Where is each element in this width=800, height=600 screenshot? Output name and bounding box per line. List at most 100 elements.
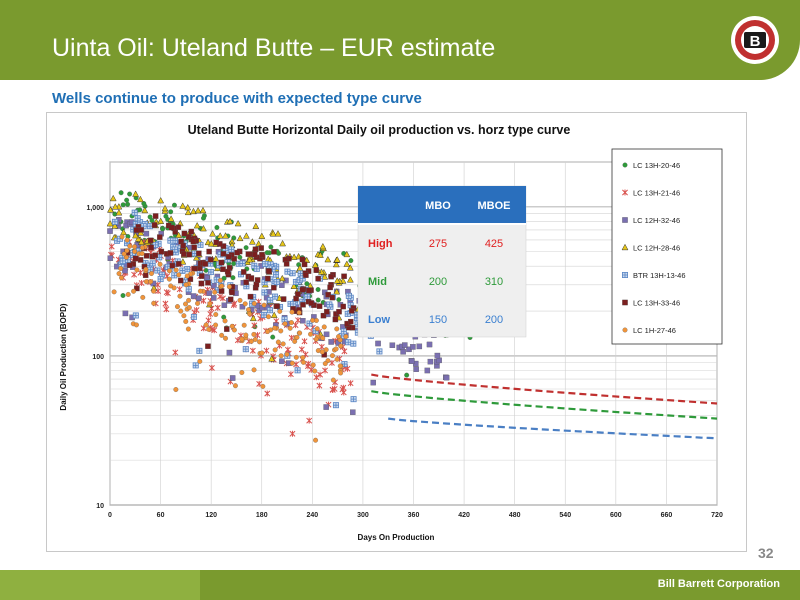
data-point: [190, 293, 197, 299]
data-point: [214, 225, 220, 230]
data-point: [340, 328, 347, 335]
data-point: [125, 201, 131, 207]
x-axis-label: Days On Production: [358, 533, 435, 542]
data-point: [300, 359, 306, 365]
data-point: [111, 222, 119, 229]
data-point: [191, 244, 197, 251]
data-point: [195, 295, 202, 301]
data-point: [243, 279, 249, 286]
data-point: [294, 334, 300, 340]
data-point: [333, 288, 341, 295]
data-point: [121, 251, 127, 257]
data-point: [132, 244, 137, 250]
data-point: [119, 275, 124, 281]
data-point: [301, 338, 308, 345]
table-cell-mbo: 150: [429, 314, 447, 326]
data-point: [315, 297, 321, 303]
data-point: [350, 396, 357, 403]
data-point: [171, 246, 178, 253]
data-point: [143, 253, 150, 259]
footer-accent: [0, 570, 200, 600]
data-point: [243, 245, 249, 251]
data-point: [133, 227, 140, 233]
data-point: [294, 367, 301, 374]
series-LC-1H-27-46: [111, 234, 349, 443]
data-point: [180, 242, 186, 249]
data-point: [434, 352, 441, 359]
data-point: [151, 222, 158, 228]
data-point: [320, 312, 327, 319]
data-point: [328, 339, 334, 345]
data-point: [119, 257, 126, 264]
data-point: [622, 217, 628, 223]
data-point: [217, 277, 223, 283]
data-point: [622, 327, 628, 333]
data-point: [350, 340, 357, 347]
data-point: [181, 251, 187, 257]
data-point: [164, 290, 171, 297]
x-tick-label: 60: [157, 512, 165, 519]
eur-table: MBO MBOE High 275 425 Mid 200 310 Low 150 200: [357, 185, 527, 338]
data-point: [221, 302, 228, 308]
data-point: [274, 230, 282, 237]
data-point: [205, 280, 211, 286]
data-point: [148, 279, 154, 285]
data-point: [171, 202, 177, 208]
data-point: [213, 322, 219, 328]
data-point: [436, 357, 442, 364]
legend-label: BTR 13H-13-46: [633, 271, 686, 280]
data-point: [138, 227, 144, 233]
data-point: [348, 258, 354, 264]
data-point: [193, 221, 201, 229]
data-point: [175, 231, 183, 238]
data-point: [332, 402, 339, 409]
data-point: [265, 329, 271, 334]
data-point: [228, 246, 235, 253]
data-point: [252, 246, 259, 253]
chart-axes: 0 60 120 180 240 300 360 420 480 540 600 660 720 10 10…: [86, 205, 722, 519]
data-point: [246, 256, 254, 263]
data-point: [349, 308, 355, 314]
data-point: [267, 297, 274, 304]
data-point: [125, 291, 131, 297]
data-point: [264, 250, 270, 256]
legend-entry: LC 12H-28-46: [621, 244, 680, 253]
data-point: [316, 303, 323, 309]
data-point: [137, 207, 143, 213]
data-point: [223, 335, 228, 341]
data-point: [183, 282, 189, 288]
data-point: [242, 232, 250, 239]
data-point: [231, 327, 237, 333]
table-cell-mboe: 310: [485, 276, 503, 288]
chart-title: Uteland Butte Horizontal Daily oil produ…: [188, 123, 571, 137]
data-point: [339, 386, 346, 393]
data-point: [258, 232, 266, 239]
data-point: [197, 241, 204, 248]
data-point: [115, 209, 123, 216]
data-point: [332, 316, 339, 323]
data-point: [272, 325, 278, 331]
data-point: [280, 296, 287, 302]
data-point: [212, 255, 220, 262]
data-point: [224, 268, 231, 275]
data-point: [176, 286, 183, 293]
data-point: [322, 367, 329, 374]
data-point: [136, 195, 144, 203]
data-point: [330, 353, 335, 359]
data-point: [152, 252, 159, 258]
data-point: [183, 301, 188, 307]
data-point: [271, 293, 278, 300]
data-point: [345, 292, 352, 299]
data-point: [622, 299, 628, 306]
data-point: [292, 338, 298, 344]
data-point: [324, 308, 330, 315]
data-point: [251, 331, 257, 337]
data-point: [280, 341, 286, 347]
data-point: [297, 330, 303, 336]
data-point: [389, 342, 396, 348]
data-point: [157, 217, 165, 224]
data-point: [343, 334, 349, 340]
data-point: [179, 267, 186, 274]
data-point: [283, 261, 290, 267]
data-point: [333, 346, 339, 352]
